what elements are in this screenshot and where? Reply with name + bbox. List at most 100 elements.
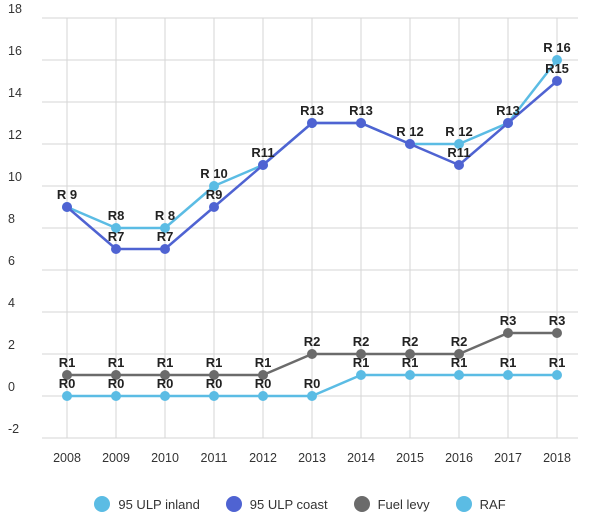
95-ulp-coast-data-label: R11 [447,145,470,160]
95-ulp-coast-data-label: R9 [206,187,223,202]
95-ulp-inland-data-label: R8 [108,208,125,223]
raf-point [62,391,72,401]
fuel-levy-data-label: R1 [59,355,76,370]
x-tick-label: 2018 [543,451,571,465]
fuel-levy-point [503,328,513,338]
95-ulp-inland-data-label: R 8 [155,208,175,223]
95-ulp-coast-data-label: R13 [349,103,373,118]
raf-data-label: R1 [451,355,468,370]
95-ulp-coast-point [258,160,268,170]
fuel-levy-data-label: R2 [402,334,419,349]
fuel-levy-data-label: R2 [353,334,370,349]
fuel-levy-point [160,370,170,380]
fuel-levy-point [356,349,366,359]
95-ulp-coast-data-label: R15 [545,61,569,76]
x-tick-label: 2015 [396,451,424,465]
raf-point [356,370,366,380]
95-ulp-coast-data-label: R7 [157,229,174,244]
95-ulp-inland-point [160,223,170,233]
x-tick-label: 2010 [151,451,179,465]
x-tick-label: 2011 [201,451,228,465]
y-tick-label: 0 [8,380,15,394]
95-ulp-coast-point [160,244,170,254]
x-tick-label: 2012 [249,451,277,465]
data-labels: R8 R 8 R 10 R 12 R 16 R 9 R7 R7 R9 R11 R13 R13 R 12 R… [57,40,571,391]
y-tick-label: 14 [8,86,22,100]
raf-data-label: R1 [549,355,566,370]
raf-data-label: R1 [500,355,517,370]
raf-point [405,370,415,380]
raf-point [454,370,464,380]
legend-item-95-ulp-coast: 95 ULP coast [225,496,328,512]
raf-data-label: R0 [206,376,223,391]
95-ulp-coast-point [307,118,317,128]
x-tick-label: 2009 [102,451,130,465]
fuel-levy-point [552,328,562,338]
x-tick-label: 2016 [445,451,473,465]
95-ulp-inland-data-label: R 12 [445,124,472,139]
y-tick-label: 10 [8,170,22,184]
legend-swatch [94,496,111,512]
95-ulp-coast-point [356,118,366,128]
raf-point [307,391,317,401]
legend-swatch [353,496,370,512]
y-tick-label: -2 [8,422,19,436]
raf-data-label: R0 [59,376,76,391]
legend-label: 95 ULP inland [118,496,200,512]
raf-data-label: R0 [108,376,125,391]
legend-swatch [225,496,242,512]
fuel-levy-point [454,349,464,359]
95-ulp-coast-point [552,76,562,86]
fuel-levy-data-label: R1 [108,355,125,370]
95-ulp-coast-point [111,244,121,254]
fuel-levy-data-label: R1 [157,355,174,370]
fuel-levy-point [258,370,268,380]
95-ulp-inland-data-label: R 10 [200,166,227,181]
95-ulp-coast-data-label: R 12 [396,124,423,139]
legend: 95 ULP inland 95 ULP coast Fuel levy RAF [0,496,600,512]
95-ulp-coast-point [405,139,415,149]
raf-data-label: R0 [304,376,321,391]
raf-point [209,391,219,401]
raf-point [160,391,170,401]
raf-point [111,391,121,401]
y-tick-label: 4 [8,296,15,310]
fuel-levy-data-label: R2 [304,334,321,349]
95-ulp-coast-data-label: R13 [300,103,324,118]
raf-point [552,370,562,380]
legend-swatch [455,496,472,512]
95-ulp-coast-data-label: R 9 [57,187,77,202]
raf-data-label: R1 [402,355,419,370]
95-ulp-coast-data-label: R7 [108,229,125,244]
95-ulp-coast-point [503,118,513,128]
legend-label: 95 ULP coast [249,496,328,512]
fuel-levy-data-label: R2 [451,334,468,349]
fuel-levy-data-label: R1 [206,355,223,370]
95-ulp-inland-point [552,55,562,65]
series-lines [62,55,562,401]
95-ulp-inland-point [209,181,219,191]
legend-item-raf: RAF [455,496,506,512]
95-ulp-inland-point [111,223,121,233]
95-ulp-coast-point [62,202,72,212]
fuel-levy-point [209,370,219,380]
x-tick-label: 2017 [494,451,522,465]
fuel-levy-data-label: R3 [500,313,517,328]
fuel-levy-data-label: R1 [255,355,272,370]
95-ulp-inland-data-label: R 16 [543,40,570,55]
y-tick-label: 8 [8,212,15,226]
legend-item-fuel-levy: Fuel levy [353,496,430,512]
y-tick-label: 2 [8,338,15,352]
95-ulp-coast-point [454,160,464,170]
95-ulp-coast-point [209,202,219,212]
y-axis-ticks: -2 0 2 4 6 8 10 12 14 16 18 [8,2,22,436]
95-ulp-inland-point [454,139,464,149]
legend-item-95-ulp-inland: 95 ULP inland [94,496,200,512]
raf-data-label: R1 [353,355,370,370]
y-tick-label: 18 [8,2,22,16]
95-ulp-coast-data-label: R11 [251,145,274,160]
fuel-levy-data-label: R3 [549,313,566,328]
x-tick-label: 2008 [53,451,81,465]
fuel-levy-point [111,370,121,380]
